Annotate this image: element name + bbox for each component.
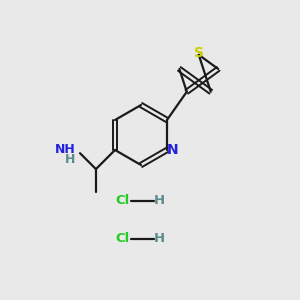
Text: Cl: Cl [116, 194, 130, 208]
Text: H: H [153, 194, 165, 208]
Text: N: N [167, 143, 178, 157]
Text: Cl: Cl [116, 232, 130, 245]
Text: H: H [65, 153, 76, 166]
Text: NH: NH [55, 143, 76, 156]
Text: S: S [194, 46, 204, 60]
Text: H: H [153, 232, 165, 245]
